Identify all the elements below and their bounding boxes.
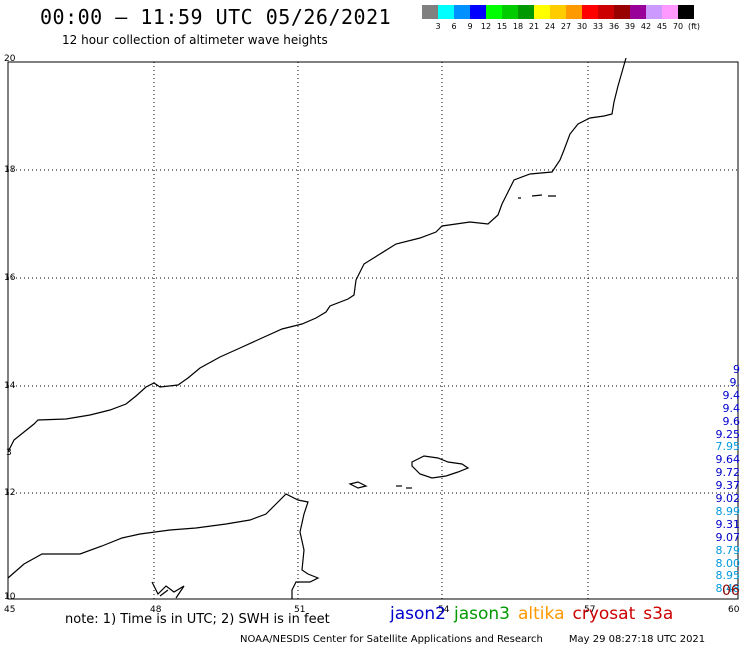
swh-value: 9.07 xyxy=(715,530,740,544)
credit-text: NOAA/NESDIS Center for Satellite Applica… xyxy=(240,634,543,645)
legend-swatch xyxy=(518,5,534,19)
swh-value: 9. xyxy=(729,375,740,389)
coastline xyxy=(7,57,627,599)
swh-value: 8.48 xyxy=(715,582,740,596)
legend-swatch xyxy=(486,5,502,19)
legend-labels: 3 6 9 12 15 18 21 24 27 30 33 36 39 42 45 70 (ft) xyxy=(422,22,700,31)
swh-value: 9.6 xyxy=(722,414,740,428)
swh-value: 8.95 xyxy=(715,569,740,583)
legend-label: 70 xyxy=(672,22,684,31)
legend-label: 45 xyxy=(656,22,668,31)
legend-label: 21 xyxy=(528,22,540,31)
legend-swatch xyxy=(646,5,662,19)
longitude-tick-label: 54 xyxy=(438,605,450,615)
legend-unit: (ft) xyxy=(688,22,701,31)
latitude-tick-label: 18 xyxy=(4,165,16,175)
left-edge-label: 3 xyxy=(6,448,12,458)
coastline-fragment xyxy=(151,581,185,599)
satellite-label-jason3: jason3 xyxy=(454,604,510,624)
legend-swatch xyxy=(614,5,630,19)
legend-swatch xyxy=(454,5,470,19)
latitude-tick-label: 14 xyxy=(4,381,16,391)
longitude-tick-label: 51 xyxy=(294,605,305,615)
swh-value: 9 xyxy=(733,363,740,376)
abd-al-kuri-island xyxy=(348,481,368,489)
legend-label: 42 xyxy=(640,22,652,31)
swh-value: 9.31 xyxy=(715,517,740,531)
latitude-tick-labels: 20 18 16 14 12 10 xyxy=(4,54,16,602)
clipped-track-label: 06 xyxy=(722,583,740,599)
legend-label: 18 xyxy=(512,22,524,31)
legend-label: 15 xyxy=(496,22,508,31)
swh-value: 9.25 xyxy=(715,427,740,441)
latitude-tick-label: 10 xyxy=(4,592,16,602)
map-graticule xyxy=(8,62,738,599)
footer: NOAA/NESDIS Center for Satellite Applica… xyxy=(240,634,705,645)
legend-swatch xyxy=(662,5,678,19)
longitude-tick-labels: 45 48 51 54 57 60 xyxy=(4,605,740,615)
longitude-tick-label: 57 xyxy=(584,605,595,615)
longitude-tick-label: 48 xyxy=(150,605,162,615)
swh-value: 7.95 xyxy=(715,440,740,454)
legend-label: 12 xyxy=(480,22,492,31)
legend-swatch xyxy=(470,5,486,19)
coastline-horn-of-africa xyxy=(7,493,320,599)
swh-value: 8.79 xyxy=(715,543,740,557)
kuria-muria-islands xyxy=(518,194,556,199)
legend-swatch xyxy=(566,5,582,19)
legend-label: 33 xyxy=(592,22,604,31)
legend-label: 6 xyxy=(451,22,457,31)
longitude-tick-label: 45 xyxy=(4,605,15,615)
swh-value: 9.4 xyxy=(722,401,740,415)
legend-swatch xyxy=(598,5,614,19)
swh-value: 8.99 xyxy=(715,504,740,518)
satellite-label-altika: altika xyxy=(518,604,565,624)
legend-label: 9 xyxy=(467,22,473,31)
longitude-tick-label: 60 xyxy=(728,605,740,615)
legend-swatch xyxy=(630,5,646,19)
latitude-tick-label: 12 xyxy=(4,488,15,498)
swh-value: 9.64 xyxy=(715,453,740,467)
legend-swatch xyxy=(422,5,438,19)
legend-label: 30 xyxy=(576,22,588,31)
legend-label: 36 xyxy=(608,22,620,31)
legend-swatch xyxy=(534,5,550,19)
map-frame xyxy=(7,61,739,600)
swh-value: 8.00 xyxy=(715,556,740,570)
satellite-legend: jason2 jason3 altika cryosat s3a xyxy=(390,604,681,624)
swh-value: 9.02 xyxy=(715,492,740,505)
legend-swatch xyxy=(502,5,518,19)
socotra-island xyxy=(411,455,470,479)
generated-timestamp: May 29 08:27:18 UTC 2021 xyxy=(568,634,706,645)
map-subtitle: 12 hour collection of altimeter wave hei… xyxy=(62,33,328,47)
satellite-label-jason2: jason2 xyxy=(390,604,446,624)
swh-value: 9.4 xyxy=(722,388,740,402)
swh-value: 9.37 xyxy=(715,479,740,493)
legend-swatch xyxy=(582,5,598,19)
legend-label: 27 xyxy=(560,22,572,31)
latitude-tick-label: 20 xyxy=(4,54,16,64)
legend-swatch xyxy=(678,5,694,19)
swh-value: 9.72 xyxy=(715,466,740,480)
legend-label: 39 xyxy=(624,22,636,31)
satellite-label-cryosat: cryosat xyxy=(572,604,636,624)
wave-height-color-legend xyxy=(422,5,694,19)
legend-swatch xyxy=(438,5,454,19)
legend-label: 24 xyxy=(544,22,556,31)
coastline-arabian-peninsula xyxy=(7,57,627,453)
map-title: 00:00 – 11:59 UTC 05/26/2021 xyxy=(40,5,392,29)
latitude-tick-label: 16 xyxy=(4,273,16,283)
satellite-label-s3a: s3a xyxy=(643,604,674,624)
legend-label: 3 xyxy=(435,22,441,31)
legend-swatch xyxy=(550,5,566,19)
units-note: note: 1) Time is in UTC; 2) SWH is in fe… xyxy=(65,612,330,627)
